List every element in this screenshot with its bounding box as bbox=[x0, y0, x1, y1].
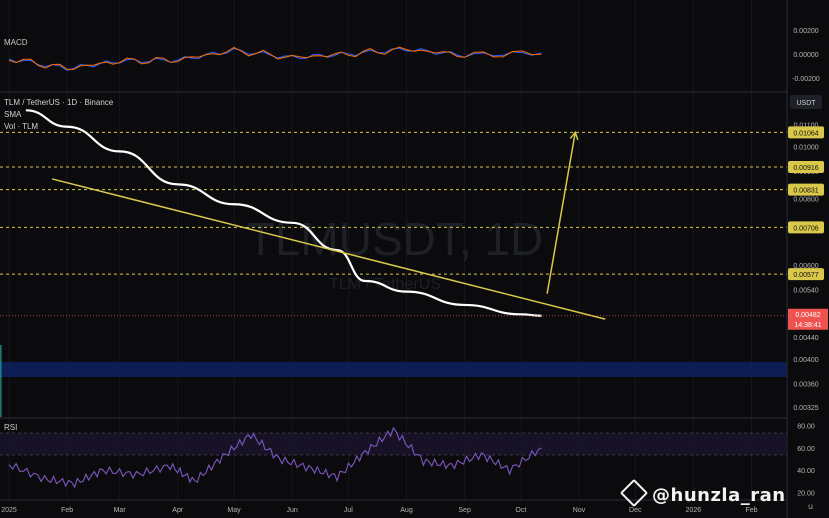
binance-square-icon bbox=[619, 478, 649, 508]
time-tick-label: Sep bbox=[458, 507, 471, 514]
pair-watermark: TLM / TetherUS bbox=[329, 276, 441, 293]
bar-countdown: 14:38:41 bbox=[794, 322, 821, 329]
time-tick-label: Nov bbox=[573, 507, 586, 514]
time-tick-label: Oct bbox=[515, 507, 526, 514]
rsi-band bbox=[0, 433, 787, 455]
level-price-value: 0.00831 bbox=[793, 188, 818, 195]
rsi-tick-label: 80.00 bbox=[797, 424, 815, 431]
macd-signal-line bbox=[8, 46, 542, 70]
rsi-tick-label: 40.00 bbox=[797, 468, 815, 475]
level-price-value: 0.00577 bbox=[793, 272, 818, 279]
volume-legend[interactable]: Vol · TLM bbox=[4, 122, 38, 131]
time-tick-label: Jul bbox=[344, 507, 353, 514]
resistance-levels bbox=[0, 131, 787, 275]
rsi-tick-label: 20.00 bbox=[797, 490, 815, 497]
time-tick-label: Apr bbox=[172, 507, 184, 514]
price-tick-label: 0.00440 bbox=[793, 335, 818, 342]
grid bbox=[8, 0, 752, 500]
time-tick-label: May bbox=[227, 507, 241, 514]
current-price-tag: 0.00482 14:38:41 bbox=[788, 308, 828, 330]
price-tick-label: 0.00600 bbox=[793, 263, 818, 270]
macd-axis: 0.00200 0.00000 -0.00200 bbox=[792, 28, 820, 83]
level-price-tag bbox=[788, 126, 824, 139]
level-price-tags: 0.01064 0.00916 0.00831 0.00706 0.00577 bbox=[788, 126, 824, 281]
time-tick-label: Jun bbox=[286, 507, 297, 514]
unit-button[interactable] bbox=[790, 95, 822, 109]
rsi-label: RSI bbox=[4, 423, 17, 432]
level-price-tag bbox=[788, 183, 824, 196]
time-tick-label: Aug bbox=[400, 507, 413, 514]
macd-tick-label: 0.00200 bbox=[793, 28, 818, 35]
current-price-tag-bg bbox=[788, 308, 828, 330]
time-tick-label: Dec bbox=[629, 507, 642, 514]
sma-line bbox=[25, 109, 542, 317]
watermark-extra: u bbox=[808, 502, 814, 511]
macd-label: MACD bbox=[4, 38, 28, 47]
projection-arrow[interactable] bbox=[546, 130, 579, 294]
time-tick-label: Feb bbox=[61, 507, 73, 514]
volume-bars bbox=[0, 345, 2, 417]
support-zone bbox=[0, 361, 787, 378]
macd-panel bbox=[8, 46, 542, 71]
sma-legend[interactable]: SMA bbox=[4, 110, 22, 119]
level-price-value: 0.00706 bbox=[793, 225, 818, 232]
price-tick-label: 0.00400 bbox=[793, 357, 818, 364]
time-axis[interactable]: 2025 Feb Mar Apr May Jun Jul Aug Sep Oct Nov Dec 202… bbox=[1, 507, 757, 514]
price-tick-label: 0.01000 bbox=[793, 145, 818, 152]
rsi-line bbox=[8, 426, 542, 489]
ticker-watermark: TLMUSDT, 1D bbox=[247, 213, 543, 265]
level-price-value: 0.00916 bbox=[793, 165, 818, 172]
author-watermark: @hunzla_ran bbox=[619, 478, 786, 508]
volume-spike-bar bbox=[0, 345, 2, 417]
time-tick-label: Feb bbox=[745, 507, 757, 514]
symbol-title[interactable]: TLM / TetherUS · 1D · Binance bbox=[4, 98, 114, 107]
price-tick-label: 0.00540 bbox=[793, 287, 818, 294]
level-price-tag bbox=[788, 268, 824, 281]
author-handle: @hunzla_ran bbox=[652, 485, 786, 506]
current-price-value: 0.00482 bbox=[795, 312, 820, 319]
level-price-value: 0.01064 bbox=[793, 130, 818, 137]
time-tick-label: Mar bbox=[114, 507, 127, 514]
price-tick-label: 0.00325 bbox=[793, 405, 818, 412]
rsi-tick-label: 60.00 bbox=[797, 446, 815, 453]
macd-line bbox=[8, 47, 542, 71]
price-tick-label: 0.00800 bbox=[793, 196, 818, 203]
projection-arrow-head bbox=[569, 130, 579, 141]
rsi-axis: 80.00 60.00 40.00 20.00 bbox=[797, 424, 815, 498]
descending-trendline[interactable] bbox=[51, 178, 606, 320]
macd-tick-label: 0.00000 bbox=[793, 52, 818, 59]
level-price-tag bbox=[788, 221, 824, 234]
unit-button-label: USDT bbox=[796, 100, 816, 107]
price-tick-label: 0.00360 bbox=[793, 381, 818, 388]
level-price-tag bbox=[788, 161, 824, 174]
price-tick-label: 0.01100 bbox=[794, 123, 819, 130]
time-tick-label: 2025 bbox=[1, 507, 17, 514]
projection-arrow-shaft bbox=[546, 132, 576, 294]
macd-tick-label: -0.00200 bbox=[792, 76, 820, 83]
time-tick-label: 2026 bbox=[686, 507, 702, 514]
